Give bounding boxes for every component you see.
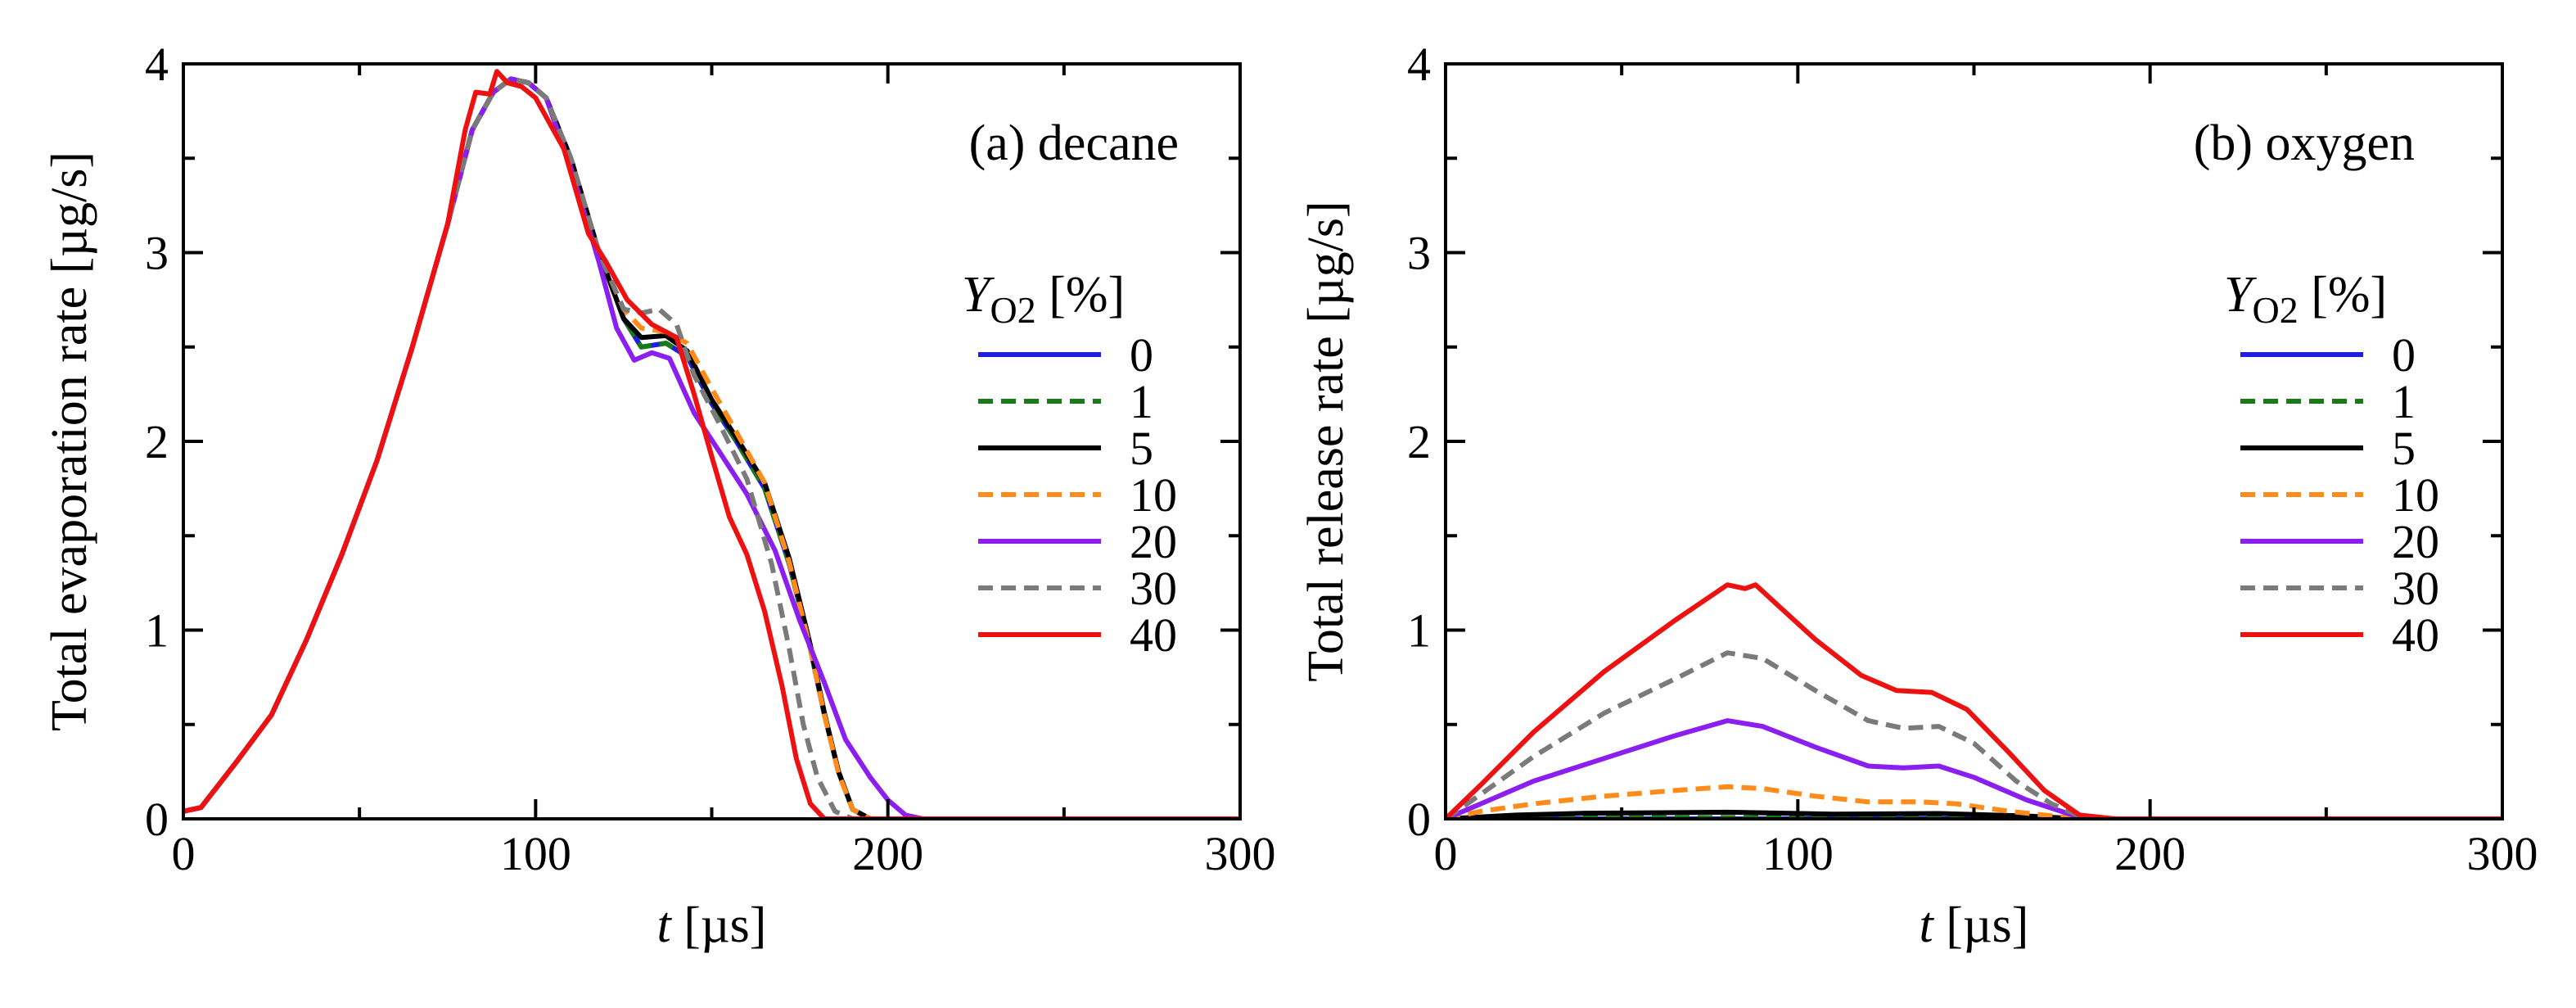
series-line-40 <box>183 69 1240 819</box>
legend-label-10: 10 <box>1130 468 1177 522</box>
y-tick-label: 2 <box>1407 415 1431 468</box>
x-tick-label: 100 <box>1762 827 1834 880</box>
y-tick-label: 3 <box>145 227 169 280</box>
x-axis-label: t [µs] <box>1920 897 2029 953</box>
y-tick-label: 4 <box>1407 38 1431 91</box>
x-tick-label: 200 <box>2114 827 2186 880</box>
legend-label-1: 1 <box>2392 375 2416 428</box>
plot-frame <box>1444 62 2504 820</box>
x-tick-label: 300 <box>2467 827 2538 880</box>
legend-label-0: 0 <box>2392 328 2416 382</box>
legend-title: YO2 [%] <box>2224 267 2387 331</box>
y-tick-label: 0 <box>145 793 169 846</box>
legend-label-10: 10 <box>2392 468 2439 522</box>
legend-label-40: 40 <box>2392 608 2439 662</box>
x-axis-label: t [µs] <box>657 897 767 953</box>
y-tick-label: 1 <box>1407 604 1431 658</box>
legend-label-40: 40 <box>1130 608 1177 662</box>
legend-label-5: 5 <box>1130 422 1153 475</box>
y-axis-label: Total evaporation rate [µg/s] <box>42 151 97 731</box>
x-tick-label: 0 <box>1434 827 1458 880</box>
legend-label-20: 20 <box>1130 515 1177 568</box>
legend-label-0: 0 <box>1130 328 1153 382</box>
x-tick-label: 200 <box>852 827 923 880</box>
legend-label-5: 5 <box>2392 422 2416 475</box>
series-line-40 <box>1446 582 2502 819</box>
series-line-30 <box>183 76 1240 819</box>
panel-label: (b) oxygen <box>2194 115 2415 171</box>
legend-label-30: 30 <box>1130 562 1177 615</box>
legend-label-1: 1 <box>1130 375 1153 428</box>
series-line-20 <box>1446 718 2502 819</box>
series-group <box>183 69 1240 819</box>
series-line-10 <box>1446 784 2502 819</box>
y-tick-label: 0 <box>1407 793 1431 846</box>
y-tick-label: 1 <box>145 604 169 658</box>
legend-label-30: 30 <box>2392 562 2439 615</box>
y-axis-label: Total release rate [µg/s] <box>1298 201 1354 681</box>
x-tick-label: 100 <box>500 827 571 880</box>
x-tick-label: 0 <box>172 827 196 880</box>
legend-title: YO2 [%] <box>962 267 1125 331</box>
y-tick-label: 3 <box>1407 227 1431 280</box>
legend-label-20: 20 <box>2392 515 2439 568</box>
x-tick-label: 300 <box>1205 827 1276 880</box>
y-tick-label: 2 <box>145 415 169 468</box>
panel-label: (a) decane <box>969 115 1179 171</box>
series-line-30 <box>1446 650 2502 819</box>
series-group <box>1446 582 2502 819</box>
y-tick-label: 4 <box>145 38 169 91</box>
